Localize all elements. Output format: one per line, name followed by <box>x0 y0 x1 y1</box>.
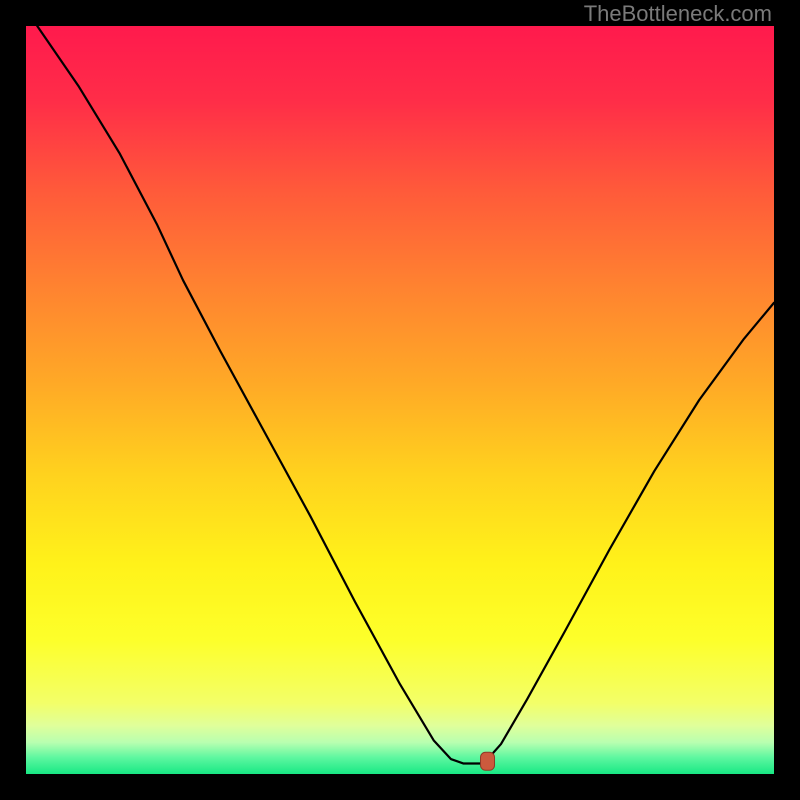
chart-svg <box>0 0 800 800</box>
chart-stage: TheBottleneck.com <box>0 0 800 800</box>
watermark-text: TheBottleneck.com <box>584 1 772 27</box>
minimum-marker <box>481 752 495 770</box>
plot-background <box>26 26 774 774</box>
